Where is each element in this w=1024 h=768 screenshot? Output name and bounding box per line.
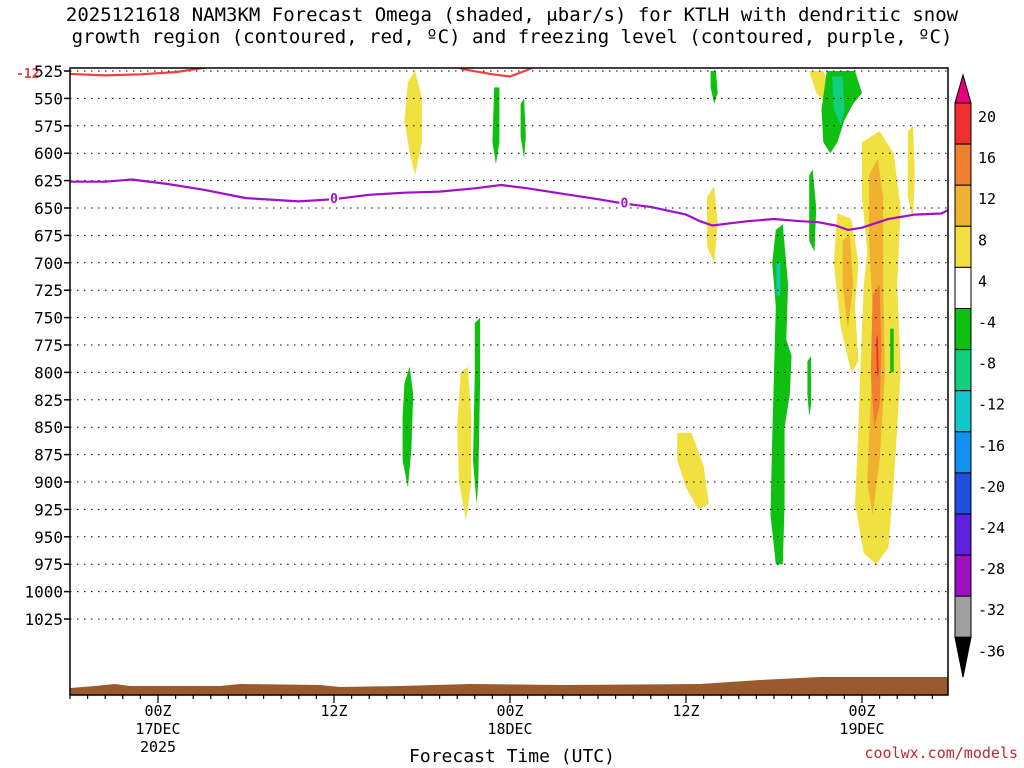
colorbar-label-4: 4 — [978, 272, 987, 290]
omega-area-19 — [807, 356, 811, 417]
omega-area-13 — [520, 98, 526, 159]
y-tick-label-825: 825 — [34, 391, 63, 410]
omega-area-21 — [890, 328, 894, 373]
y-tick-label-650: 650 — [34, 199, 63, 218]
freezing-level-line — [70, 178, 948, 232]
colorbar: 20 16 12 8 4 -4 -8 -12 -16 -20 -24 -28 -32 -36 — [954, 73, 1005, 678]
colorbar-segment-6 — [954, 308, 972, 351]
chart-title-line1: 2025121618 NAM3KM Forecast Omega (shaded… — [65, 4, 959, 26]
freezing-level-label-0: 0 — [330, 192, 338, 207]
y-tick-label-550: 550 — [34, 89, 63, 108]
freezing-label-bg-1 — [619, 195, 630, 210]
colorbar-label-5: -4 — [978, 314, 996, 332]
colorbar-label-0: 20 — [978, 108, 996, 126]
y-axis: 525 550 575 600 625 650 675 700 725 750 775 800 825 8… — [24, 62, 70, 629]
colorbar-label-8: -16 — [978, 437, 1005, 455]
dgz-contour-line-2 — [460, 68, 534, 78]
y-tick-label-850: 850 — [34, 418, 63, 437]
colorbar-segment-13 — [954, 595, 972, 638]
y-tick-label-875: 875 — [34, 446, 63, 465]
grid-lines — [70, 70, 948, 620]
omega-area-14 — [710, 71, 718, 104]
y-tick-label-900: 900 — [34, 473, 63, 492]
colorbar-segment-2 — [954, 143, 972, 186]
omega-area-16 — [473, 317, 481, 504]
colorbar-segment-1 — [954, 102, 972, 145]
y-tick-label-775: 775 — [34, 336, 63, 355]
y-tick-label-950: 950 — [34, 528, 63, 547]
omega-area-2 — [677, 432, 709, 510]
omega-area-1 — [457, 366, 472, 521]
colorbar-segment-9 — [954, 431, 972, 474]
colorbar-segment-11 — [954, 513, 972, 556]
colorbar-segment-12 — [954, 554, 972, 597]
x-tick-year-0: 2025 — [140, 738, 176, 756]
colorbar-top-arrow — [954, 73, 972, 104]
colorbar-label-13: -36 — [978, 642, 1005, 660]
omega-area-12 — [492, 87, 500, 165]
y-tick-label-800: 800 — [34, 363, 63, 382]
x-tick-label-4: 00Z — [848, 702, 875, 720]
colorbar-label-10: -24 — [978, 519, 1005, 537]
colorbar-label-1: 16 — [978, 149, 996, 167]
colorbar-bottom-arrow — [954, 636, 972, 678]
colorbar-label-2: 12 — [978, 190, 996, 208]
x-tick-label-1: 12Z — [320, 702, 347, 720]
x-tick-label-3: 12Z — [672, 702, 699, 720]
y-tick-label-925: 925 — [34, 500, 63, 519]
omega-area-23 — [832, 76, 845, 126]
y-tick-label-725: 725 — [34, 281, 63, 300]
y-tick-label-525: 525 — [34, 62, 63, 81]
colorbar-segment-5 — [954, 266, 972, 309]
y-tick-label-1000: 1000 — [24, 583, 63, 602]
plot-frame — [69, 67, 949, 696]
credit-text: coolwx.com/models — [864, 744, 1018, 762]
y-tick-label-575: 575 — [34, 117, 63, 136]
terrain-fill — [70, 677, 948, 695]
colorbar-label-11: -28 — [978, 560, 1005, 578]
colorbar-segment-10 — [954, 472, 972, 515]
x-tick-label-0: 00Z — [144, 702, 171, 720]
terrain-area — [70, 677, 948, 695]
x-tick-date-0: 17DEC — [135, 720, 180, 738]
x-tick-date-2: 18DEC — [487, 720, 532, 738]
omega-area-11 — [876, 334, 879, 378]
colorbar-segment-3 — [954, 184, 972, 227]
y-tick-label-700: 700 — [34, 254, 63, 273]
y-tick-label-1025: 1025 — [24, 610, 63, 629]
y-tick-label-625: 625 — [34, 172, 63, 191]
omega-area-7 — [907, 125, 915, 219]
y-tick-label-600: 600 — [34, 144, 63, 163]
x-axis-label: Forecast Time (UTC) — [409, 746, 615, 767]
y-tick-label-675: 675 — [34, 226, 63, 245]
freezing-label-bg-0 — [329, 191, 339, 206]
colorbar-segment-8 — [954, 390, 972, 433]
colorbar-segment-4 — [954, 225, 972, 268]
omega-area-10 — [870, 284, 882, 428]
colorbar-label-7: -12 — [978, 396, 1005, 414]
omega-area-24 — [776, 262, 781, 296]
colorbar-label-9: -20 — [978, 478, 1005, 496]
dgz-contour-label: -12 — [16, 67, 39, 82]
colorbar-label-6: -8 — [978, 355, 996, 373]
colorbar-segment-7 — [954, 349, 972, 392]
omega-area-18 — [809, 169, 817, 252]
dgz-label-bg — [17, 66, 38, 80]
colorbar-label-12: -32 — [978, 601, 1005, 619]
omega-area-0 — [404, 71, 422, 176]
omega-shading — [402, 71, 915, 565]
x-tick-date-4: 19DEC — [839, 720, 884, 738]
omega-area-17 — [770, 224, 792, 565]
colorbar-label-3: 8 — [978, 231, 987, 249]
freezing-level-label-1: 0 — [620, 197, 628, 212]
omega-area-15 — [402, 366, 414, 488]
omega-area-9 — [842, 235, 854, 329]
x-tick-label-2: 00Z — [496, 702, 523, 720]
y-tick-label-975: 975 — [34, 555, 63, 574]
chart-title-line2: growth region (contoured, red, ºC) and f… — [71, 26, 953, 48]
y-tick-label-750: 750 — [34, 309, 63, 328]
dgz-contour-line — [70, 68, 206, 77]
